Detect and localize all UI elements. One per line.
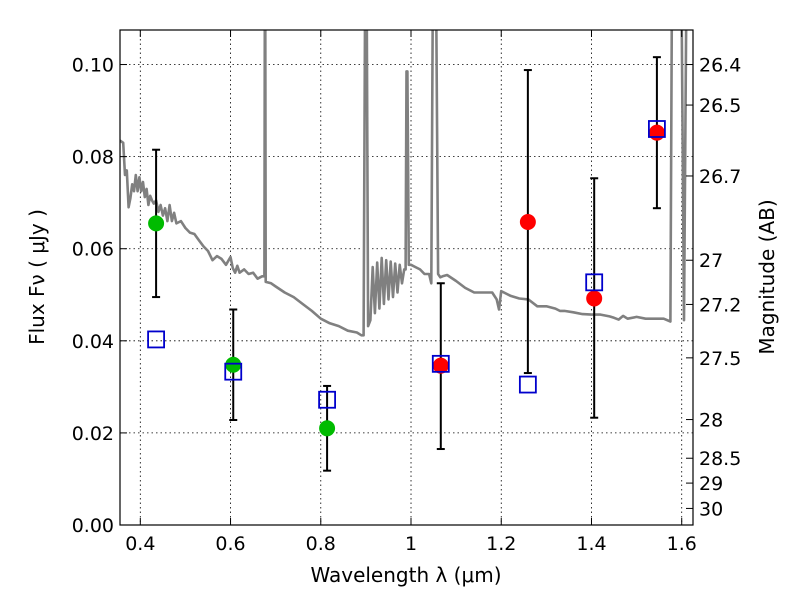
model-flux-point	[518, 375, 537, 394]
x-axis-title: Wavelength λ (μm)	[310, 563, 501, 587]
model-spectrum-line	[120, 30, 688, 337]
plot-frame	[119, 29, 694, 526]
y2-tick-label: 27	[699, 250, 723, 272]
x-tick-label: 1.2	[486, 533, 516, 555]
x-tick-label: 1.6	[667, 533, 697, 555]
y2-tick-label: 27.2	[699, 294, 741, 316]
y-tick-label: 0.08	[72, 147, 114, 169]
model-flux-point	[585, 273, 604, 292]
grid	[120, 30, 693, 526]
data-point	[432, 357, 449, 374]
y-tick-label: 0.06	[72, 239, 114, 261]
x-tick-label: 0.6	[215, 533, 245, 555]
data-point	[648, 124, 665, 141]
y-axis-ticks: 0.00 0.02 0.04 0.06 0.08 0.10	[72, 55, 127, 537]
data-point	[586, 290, 603, 307]
y-tick-label: 0.04	[72, 331, 114, 353]
model-flux-point	[147, 330, 165, 349]
x-tick-label: 0.4	[125, 533, 155, 555]
data-point	[148, 215, 165, 232]
y2-tick-label: 28.5	[699, 448, 741, 470]
model-flux-point	[648, 120, 666, 138]
x-tick-label: 0.8	[306, 533, 336, 555]
data-point	[519, 214, 536, 231]
y2-tick-label: 28	[699, 410, 723, 432]
y-tick-label: 0.00	[72, 515, 114, 537]
y2-tick-label: 27.5	[699, 348, 741, 370]
x-tick-label: 1	[405, 533, 417, 555]
y2-axis-ticks: 26.4 26.5 26.7 27 27.2 27.5 28 28.5 29 30	[686, 55, 741, 520]
data-point	[319, 420, 336, 437]
y-axis-title: Flux Fν ( μJy )	[25, 209, 49, 345]
model-flux-point	[318, 390, 336, 409]
x-axis-ticks: 0.4 0.6 0.8 1 1.2 1.4 1.6	[125, 30, 697, 555]
y2-tick-label: 29	[699, 473, 723, 495]
data-point	[225, 356, 242, 373]
y2-tick-label: 26.4	[699, 55, 741, 77]
y-tick-label: 0.02	[72, 423, 114, 445]
model-flux-point	[224, 362, 243, 381]
model-flux-point	[431, 354, 450, 373]
y2-axis-title: Magnitude (AB)	[755, 199, 779, 354]
marker-layer	[147, 120, 666, 437]
y2-tick-label: 26.5	[699, 95, 741, 117]
y-tick-label: 0.10	[72, 55, 114, 77]
x-tick-label: 1.4	[576, 533, 606, 555]
model-spectrum-layer	[120, 30, 688, 337]
y2-tick-label: 30	[699, 498, 723, 520]
y2-tick-label: 26.7	[699, 166, 741, 188]
